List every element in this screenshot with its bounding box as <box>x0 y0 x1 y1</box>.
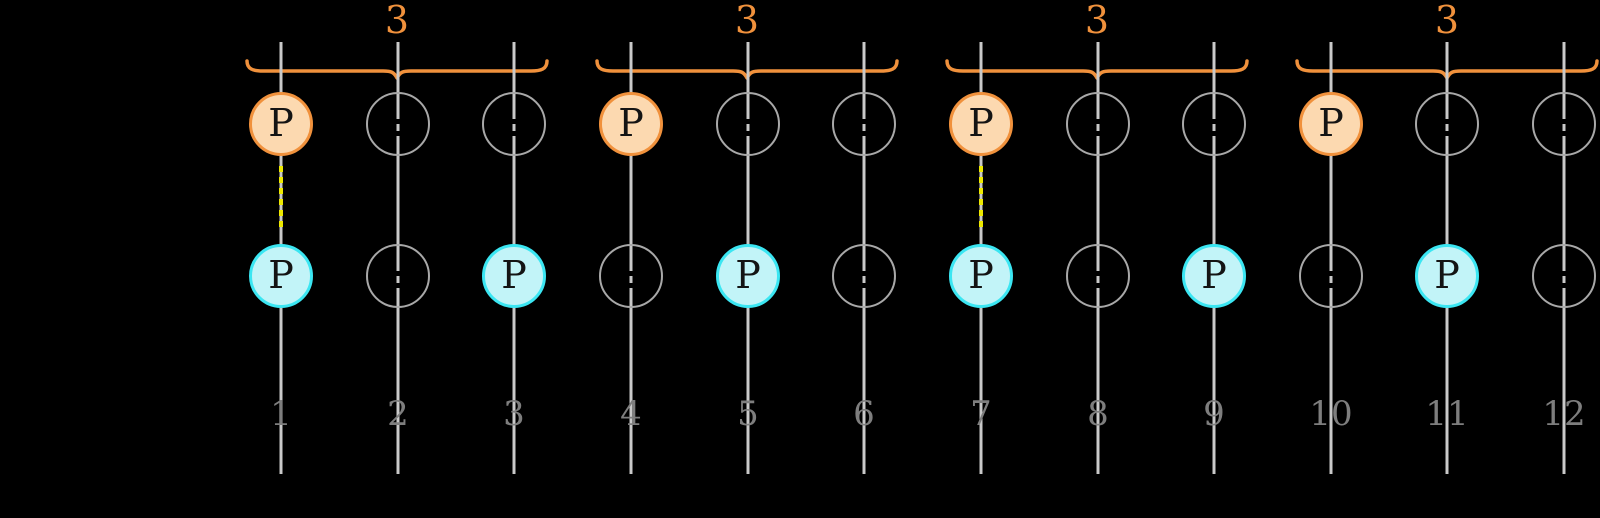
alignment-connector <box>279 166 283 228</box>
rest-tick <box>1095 112 1101 136</box>
rest-tick-dashes <box>629 264 633 288</box>
pulse-label: P <box>968 252 994 297</box>
rest-circle <box>1415 92 1479 156</box>
rest-tick <box>628 264 634 288</box>
beat-number: 2 <box>387 394 409 434</box>
rest-tick <box>861 264 867 288</box>
pulse-label: P <box>268 252 294 297</box>
rest-circle <box>482 92 546 156</box>
rest-tick-dashes <box>512 112 516 136</box>
rest-circle <box>599 244 663 308</box>
beat-number: 3 <box>503 394 525 434</box>
rest-tick <box>861 112 867 136</box>
rest-circle <box>832 244 896 308</box>
rest-tick-dashes <box>1212 112 1216 136</box>
alignment-connector <box>979 166 983 228</box>
pulse-note: P <box>949 244 1013 308</box>
rest-circle <box>366 244 430 308</box>
tuplet-count-label: 3 <box>734 0 760 42</box>
rest-circle <box>832 92 896 156</box>
pulse-label: P <box>968 100 994 145</box>
rest-tick <box>1095 264 1101 288</box>
pulse-label: P <box>618 100 644 145</box>
beat-number: 4 <box>620 394 642 434</box>
rest-tick-dashes <box>1329 264 1333 288</box>
pulse-note: P <box>249 92 313 156</box>
rest-tick-dashes <box>862 264 866 288</box>
rest-tick <box>1444 112 1450 136</box>
rest-tick-dashes <box>1445 112 1449 136</box>
rest-circle <box>366 92 430 156</box>
pulse-label: P <box>501 252 527 297</box>
beat-number: 5 <box>737 394 759 434</box>
pulse-label: P <box>735 252 761 297</box>
rest-tick-dashes <box>1096 264 1100 288</box>
rest-tick-dashes <box>746 112 750 136</box>
rest-tick <box>1328 264 1334 288</box>
beat-number: 7 <box>970 394 992 434</box>
rest-circle <box>1299 244 1363 308</box>
rest-tick <box>1561 112 1567 136</box>
pulse-label: P <box>1434 252 1460 297</box>
rest-circle <box>1532 244 1596 308</box>
rest-tick-dashes <box>396 264 400 288</box>
tuplet-count-label: 3 <box>1084 0 1110 42</box>
beat-number: 12 <box>1542 394 1586 434</box>
rest-circle <box>1532 92 1596 156</box>
rest-tick-dashes <box>862 112 866 136</box>
pulse-note: P <box>482 244 546 308</box>
pulse-note: P <box>249 244 313 308</box>
rest-tick-dashes <box>396 112 400 136</box>
beat-number: 1 <box>270 394 292 434</box>
rest-tick-dashes <box>1562 264 1566 288</box>
beat-number: 9 <box>1203 394 1225 434</box>
rest-circle <box>1066 244 1130 308</box>
pulse-label: P <box>1201 252 1227 297</box>
beat-number: 10 <box>1309 394 1353 434</box>
rest-circle <box>1066 92 1130 156</box>
beat-number: 8 <box>1087 394 1109 434</box>
rest-tick <box>1211 112 1217 136</box>
rest-tick <box>745 112 751 136</box>
pulse-note: P <box>599 92 663 156</box>
rest-tick-dashes <box>1562 112 1566 136</box>
pulse-note: P <box>1182 244 1246 308</box>
beat-number: 6 <box>853 394 875 434</box>
rest-tick <box>1561 264 1567 288</box>
rest-tick <box>395 264 401 288</box>
beat-number: 11 <box>1425 394 1469 434</box>
tuplet-count-label: 3 <box>1434 0 1460 42</box>
pulse-note: P <box>1299 92 1363 156</box>
pulse-note: P <box>1415 244 1479 308</box>
rest-circle <box>1182 92 1246 156</box>
pulse-note: P <box>949 92 1013 156</box>
rest-tick-dashes <box>1096 112 1100 136</box>
rest-tick <box>511 112 517 136</box>
rest-tick <box>395 112 401 136</box>
rest-circle <box>716 92 780 156</box>
pulse-note: P <box>716 244 780 308</box>
tuplet-count-label: 3 <box>384 0 410 42</box>
pulse-label: P <box>268 100 294 145</box>
pulse-label: P <box>1318 100 1344 145</box>
